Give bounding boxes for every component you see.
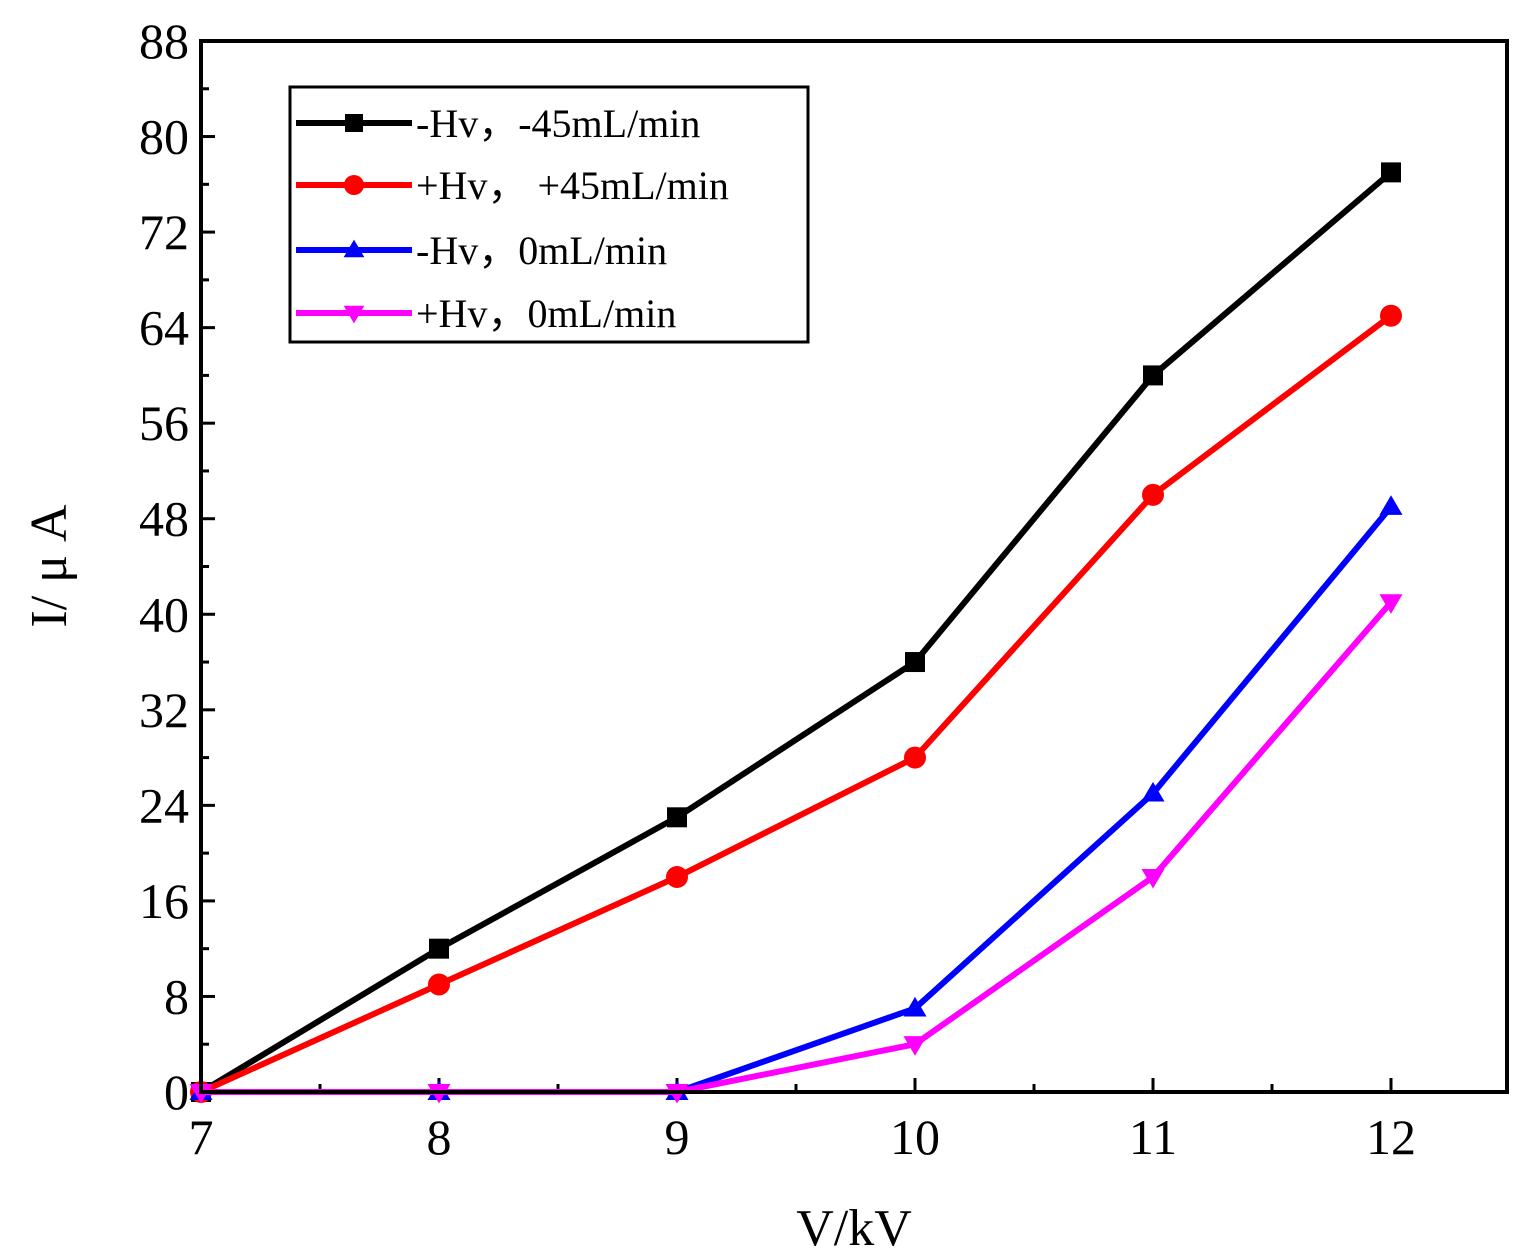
plot-frame [199,39,1509,1094]
data-point [1143,365,1163,386]
x-axis-title: V/kV [796,1200,912,1257]
legend-marker [345,114,363,132]
legend-entry: -Hv，0mL/min [296,228,667,273]
data-point [1379,594,1403,614]
legend-entry: +Hv， +45mL/min [296,163,729,208]
y-tick-label: 16 [139,873,189,929]
data-point [428,973,450,996]
y-tick-label: 72 [139,204,189,260]
y-tick-label: 88 [139,13,189,69]
series-4 [189,594,1403,1104]
series-1 [191,162,1401,1102]
y-tick-label: 40 [139,586,189,642]
y-tick-label: 56 [139,395,189,451]
data-point [666,866,688,889]
x-tick-label: 9 [665,1109,690,1165]
legend: -Hv，-45mL/min +Hv， +45mL/min -Hv，0mL/min +H… [288,85,810,344]
legend-marker [343,239,365,258]
data-point [1380,304,1402,327]
data-point [1381,162,1401,183]
series-2 [190,304,1402,1103]
data-point [1141,781,1165,802]
y-tick-label: 24 [139,777,189,833]
x-tick-label: 11 [1129,1109,1177,1165]
data-point [429,938,449,959]
legend-marker [344,175,364,195]
legend-box [288,85,810,344]
data-point [903,1036,927,1056]
data-point [903,996,927,1017]
data-point [905,652,925,673]
y-tick-label: 32 [139,682,189,738]
legend-marker [343,305,365,324]
data-point [1141,868,1165,889]
legend-label: -Hv，-45mL/min [416,101,700,146]
series-line [201,600,1394,1095]
data-point [904,746,926,769]
y-tick-label: 64 [139,300,189,356]
series-line [199,313,1393,1095]
y-tick-label: 0 [164,1064,189,1120]
y-tick-label: 80 [139,109,189,165]
x-tick-label: 7 [189,1109,214,1165]
legend-label: -Hv，0mL/min [416,228,667,273]
ticks-layer: 7 8 9 10 11 12 0 8 16 24 32 40 48 56 64 72 80 88 [139,13,1416,1165]
x-tick-label: 10 [890,1109,940,1165]
legend-label: +Hv，0mL/min [416,291,676,336]
series-line [199,170,1393,1095]
y-axis-title: I/ μ A [21,504,78,628]
x-tick-label: 8 [427,1109,452,1165]
y-tick-label: 8 [164,968,189,1024]
data-point [1379,495,1403,515]
x-tick-label: 12 [1366,1109,1416,1165]
data-point [1142,483,1164,506]
legend-entry: -Hv，-45mL/min [296,101,700,146]
legend-label: +Hv， +45mL/min [416,163,729,208]
data-point [667,807,687,828]
series-line [201,504,1394,1095]
legend-entry: +Hv，0mL/min [296,291,676,336]
y-tick-label: 48 [139,491,189,547]
